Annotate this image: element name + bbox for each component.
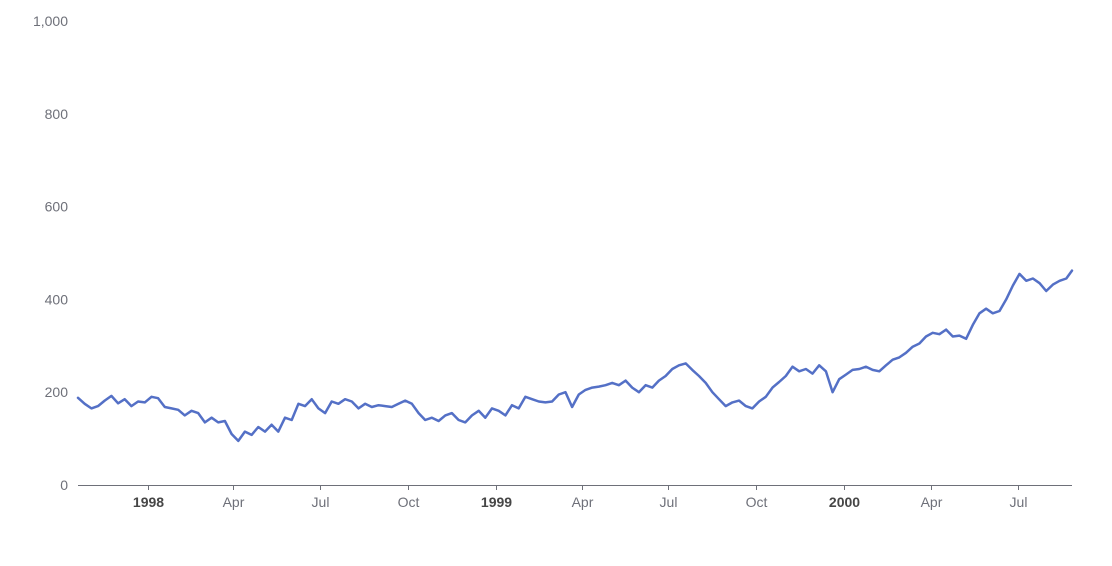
series-group bbox=[76, 269, 1074, 443]
x-axis: 1998 Apr Jul Oct 1999 Apr Jul Oct 2000 Apr Jul bbox=[78, 485, 1072, 510]
x-tick-label: Jul bbox=[660, 494, 678, 510]
x-tick-label: Oct bbox=[398, 494, 420, 510]
x-tick-label: Oct bbox=[746, 494, 768, 510]
x-tick-label: Apr bbox=[572, 494, 594, 510]
x-tick-label-year: 2000 bbox=[829, 494, 860, 510]
x-tick-label-year: 1998 bbox=[133, 494, 164, 510]
x-tick-label: Apr bbox=[921, 494, 943, 510]
x-tick-label-year: 1999 bbox=[481, 494, 512, 510]
x-tick-label: Apr bbox=[223, 494, 245, 510]
y-tick-label: 400 bbox=[45, 291, 69, 307]
y-tick-label: 200 bbox=[45, 384, 69, 400]
y-tick-label: 600 bbox=[45, 199, 69, 215]
y-tick-label: 0 bbox=[60, 477, 68, 493]
y-axis-labels: 0 200 400 600 800 1,000 bbox=[33, 13, 68, 493]
y-tick-label: 1,000 bbox=[33, 13, 68, 29]
y-tick-label: 800 bbox=[45, 106, 69, 122]
series-line bbox=[76, 269, 1074, 443]
x-tick-label: Jul bbox=[1010, 494, 1028, 510]
x-axis-ticks bbox=[148, 485, 1019, 490]
x-tick-label: Jul bbox=[312, 494, 330, 510]
x-axis-labels: 1998 Apr Jul Oct 1999 Apr Jul Oct 2000 Apr Jul bbox=[133, 494, 1028, 510]
